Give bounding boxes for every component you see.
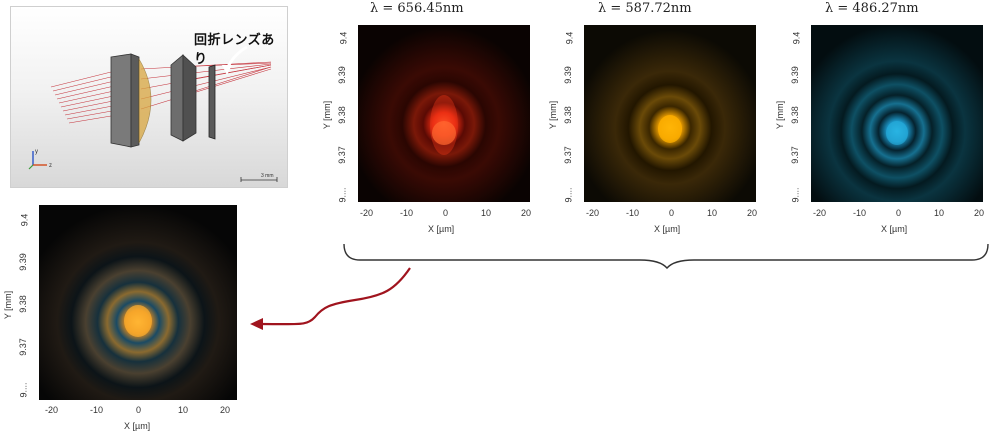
scale-bar-label: 3 mm	[261, 173, 274, 179]
psf-image-combined	[39, 205, 237, 400]
ytick: 9.39	[789, 66, 800, 84]
xtick: 0	[896, 208, 902, 218]
ytick: 9.38	[789, 106, 800, 124]
optical-layout-view: y z 回折レンズあり 3 mm	[10, 6, 288, 188]
ytick: 9.37	[562, 146, 573, 164]
lens-element-2	[138, 57, 152, 144]
psf-image-red	[358, 25, 530, 202]
xtick: 20	[974, 208, 985, 218]
ytick: 9....	[790, 187, 801, 203]
ytick: 9.38	[336, 106, 347, 124]
ytick: 9....	[563, 187, 574, 203]
xtick: -20	[360, 208, 374, 218]
lens-element-3	[170, 54, 184, 142]
xtick: -20	[813, 208, 827, 218]
psf-image-yellow	[584, 25, 756, 202]
psf-plot-red	[358, 25, 530, 202]
xtick: 0	[443, 208, 449, 218]
x-axis-label: X [µm]	[124, 421, 151, 431]
ytick: 9.39	[562, 66, 573, 84]
y-axis-label: Y [mm]	[548, 100, 559, 130]
xtick: -20	[586, 208, 600, 218]
x-axis-label: X [µm]	[654, 224, 681, 234]
xtick: -20	[45, 405, 59, 415]
ytick: 9.37	[789, 146, 800, 164]
ray-bundle	[50, 61, 272, 124]
xtick: 10	[934, 208, 945, 218]
xtick: 20	[521, 208, 532, 218]
axis-z-label: z	[49, 163, 52, 169]
ytick: 9....	[18, 382, 29, 398]
lens-system-drawing: y z	[28, 45, 278, 182]
psf-plot-combined	[39, 205, 237, 400]
ytick: 9.4	[791, 31, 802, 45]
x-axis-label: X [µm]	[881, 224, 908, 234]
y-axis-label: Y [mm]	[3, 290, 14, 320]
ytick: 9....	[337, 187, 348, 203]
xtick: -10	[90, 405, 104, 415]
axis-y-label: y	[35, 149, 38, 155]
axes-triad-icon	[28, 151, 47, 170]
ytick: 9.38	[562, 106, 573, 124]
title-red-wavelength: λ = 656.45nm	[370, 1, 464, 16]
title-blue-wavelength: λ = 486.27nm	[825, 1, 919, 16]
combine-arrow	[250, 267, 411, 330]
xtick: 10	[178, 405, 189, 415]
title-yellow-wavelength: λ = 587.72nm	[598, 1, 692, 16]
ytick: 9.37	[17, 338, 28, 356]
ytick: 9.38	[17, 295, 28, 313]
ytick: 9.4	[564, 31, 575, 45]
xtick: -10	[400, 208, 414, 218]
grouping-brace	[343, 243, 989, 270]
x-axis-label: X [µm]	[428, 224, 455, 234]
xtick: 10	[481, 208, 492, 218]
xtick: 20	[220, 405, 231, 415]
ytick: 9.37	[336, 146, 347, 164]
ytick: 9.39	[17, 253, 28, 271]
layout-caption: 回折レンズあり	[194, 33, 275, 67]
diffractive-lens	[208, 64, 216, 140]
xtick: 20	[747, 208, 758, 218]
psf-plot-yellow	[584, 25, 756, 202]
y-axis-label: Y [mm]	[322, 100, 333, 130]
lens-element-1	[110, 53, 132, 148]
xtick: 10	[707, 208, 718, 218]
psf-plot-blue	[811, 25, 983, 202]
ytick: 9.39	[336, 66, 347, 84]
xtick: -10	[853, 208, 867, 218]
psf-image-blue	[811, 25, 983, 202]
ytick: 9.4	[338, 31, 349, 45]
xtick: 0	[136, 405, 142, 415]
y-axis-label: Y [mm]	[775, 100, 786, 130]
xtick: 0	[669, 208, 675, 218]
ytick: 9.4	[19, 213, 30, 227]
xtick: -10	[626, 208, 640, 218]
